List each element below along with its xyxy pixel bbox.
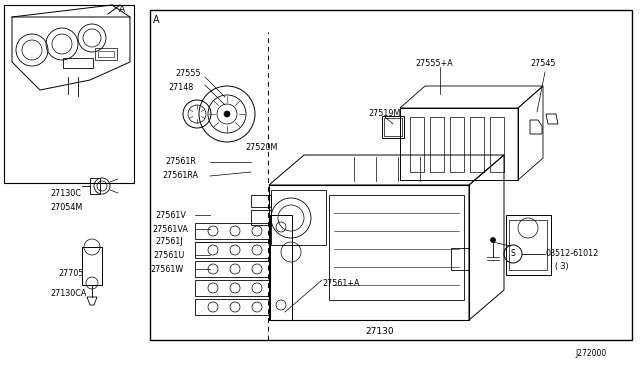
Text: 27054M: 27054M — [50, 202, 83, 212]
Text: 27148: 27148 — [168, 83, 193, 92]
Text: 08512-61012: 08512-61012 — [545, 250, 598, 259]
Text: 27561VA: 27561VA — [152, 224, 188, 234]
Text: J272000: J272000 — [575, 350, 606, 359]
Text: 27561J: 27561J — [155, 237, 182, 247]
Bar — [410, 117, 424, 172]
Bar — [251, 210, 271, 225]
Bar — [400, 108, 518, 180]
Bar — [451, 248, 469, 270]
Text: 27705: 27705 — [58, 269, 83, 279]
Circle shape — [224, 111, 230, 117]
Text: 27130C: 27130C — [50, 189, 81, 199]
Text: A: A — [119, 4, 125, 13]
Bar — [82, 247, 102, 285]
Bar — [490, 117, 504, 172]
Bar — [270, 215, 292, 320]
Bar — [251, 195, 271, 207]
Text: 27561R: 27561R — [165, 157, 196, 167]
Bar — [450, 117, 464, 172]
Bar — [269, 185, 469, 320]
Text: 27561RA: 27561RA — [162, 171, 198, 180]
Text: 27555: 27555 — [175, 70, 200, 78]
Text: 27519M: 27519M — [368, 109, 401, 119]
Text: ( 3): ( 3) — [555, 263, 568, 272]
Bar — [90, 178, 100, 194]
Text: 27545: 27545 — [530, 60, 556, 68]
Text: A: A — [153, 15, 159, 25]
Bar — [470, 117, 484, 172]
Bar — [195, 223, 270, 239]
Text: S: S — [511, 250, 515, 259]
Text: 27561V: 27561V — [155, 211, 186, 219]
Bar — [506, 215, 551, 275]
Bar — [382, 116, 404, 138]
Text: 27561U: 27561U — [153, 250, 184, 260]
Text: 27561+A: 27561+A — [322, 279, 360, 289]
Bar — [150, 10, 632, 340]
Bar — [63, 58, 93, 68]
Bar — [329, 195, 464, 300]
Bar — [271, 190, 326, 245]
Text: 27555+A: 27555+A — [415, 60, 452, 68]
Bar — [95, 48, 117, 60]
Text: 27130CA: 27130CA — [50, 289, 86, 298]
Bar — [430, 117, 444, 172]
Circle shape — [490, 237, 495, 243]
Bar — [509, 220, 547, 270]
Text: 27520M: 27520M — [245, 142, 277, 151]
Text: 27561W: 27561W — [150, 264, 183, 273]
Bar — [195, 242, 270, 258]
Bar — [98, 51, 114, 57]
Text: 27130: 27130 — [365, 327, 394, 337]
Bar — [195, 280, 270, 296]
Bar — [195, 299, 270, 315]
Bar — [4, 5, 134, 183]
Bar — [384, 118, 402, 136]
Bar — [195, 261, 270, 277]
